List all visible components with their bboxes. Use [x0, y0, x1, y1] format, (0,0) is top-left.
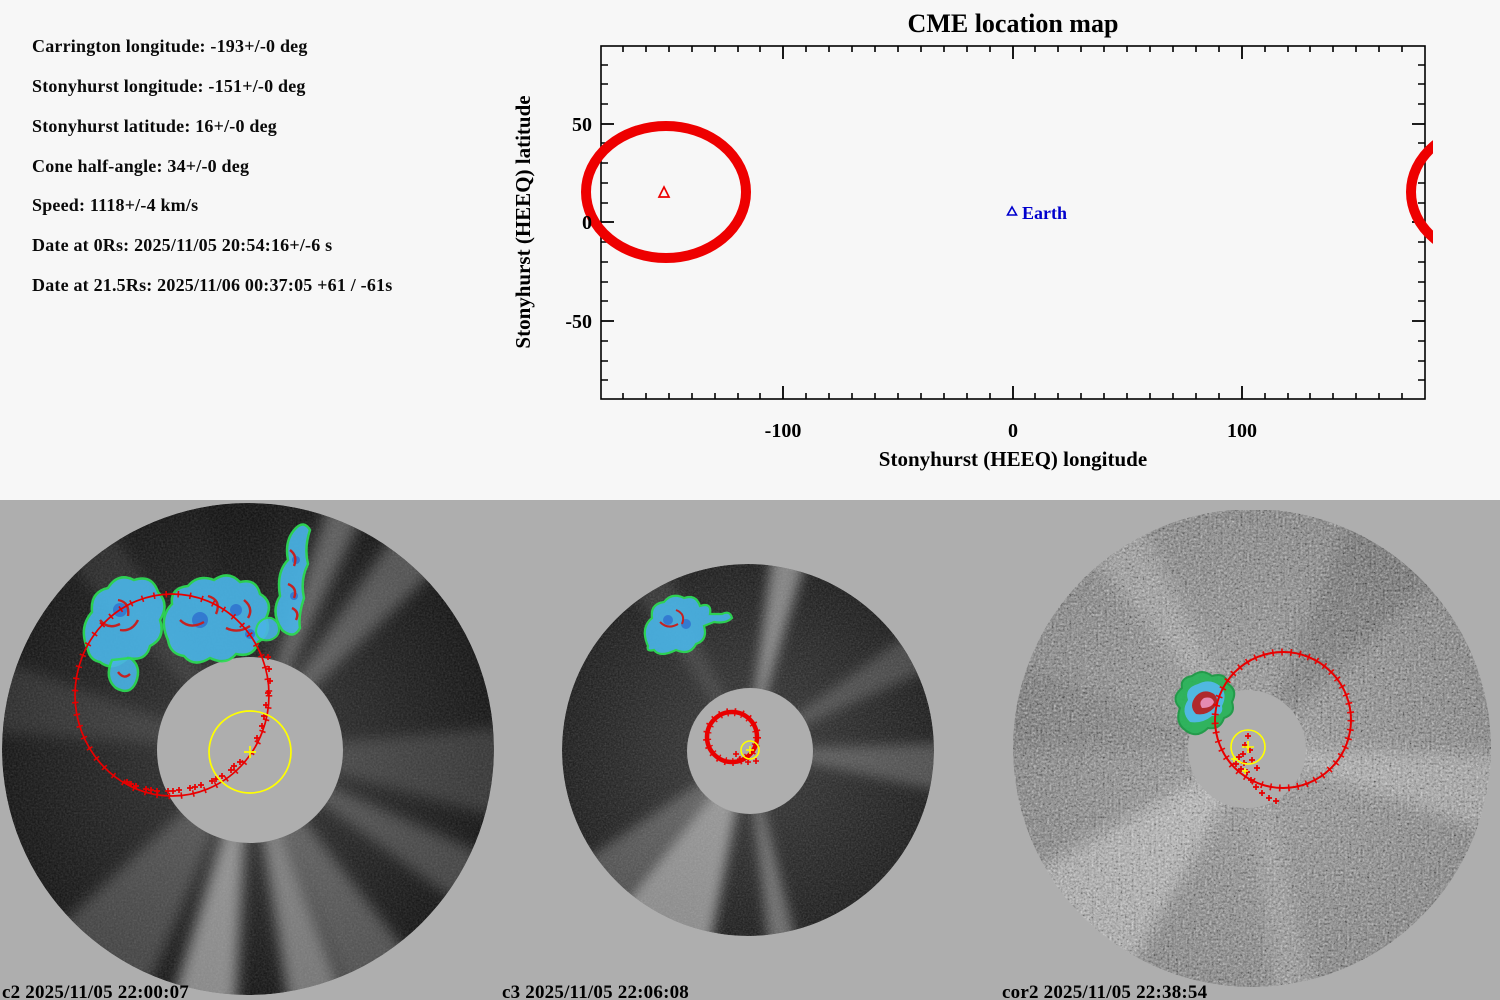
param-carrington-longitude: Carrington longitude: -193+/-0 deg: [32, 36, 308, 56]
c3-cone-projection: [703, 708, 761, 766]
cor2-coronagraph-image: [1013, 510, 1491, 987]
x-minor-ticks-top: [622, 46, 1403, 52]
c2-sun-indicator: [208, 710, 292, 794]
plot-frame: [600, 45, 1426, 400]
cme-cone-ellipse-wrapped: [1406, 140, 1433, 244]
c2-caption: c2 2025/11/05 22:00:07: [2, 982, 189, 1000]
param-stonyhurst-longitude: Stonyhurst longitude: -151+/-0 deg: [32, 76, 306, 96]
plot-title: CME location map: [908, 9, 1119, 38]
c3-sun-indicator: [740, 740, 760, 760]
x-tick-label-m100: -100: [765, 420, 802, 442]
x-minor-ticks-bottom: [622, 393, 1403, 399]
param-cone-half-angle: Cone half-angle: 34+/-0 deg: [32, 156, 250, 176]
param-date-0rs: Date at 0Rs: 2025/11/05 20:54:16+/-6 s: [32, 235, 333, 255]
c2-cone-projection: [71, 590, 273, 800]
coronagraph-panel: c2 2025/11/05 22:00:07 c3 2025/11/05 22:…: [0, 500, 1500, 1000]
cor2-cone-projection: [1211, 648, 1355, 804]
cme-location-map-plot: Earth CME location map Stonyhurst (HEEQ)…: [511, 9, 1433, 471]
x-axis-label: Stonyhurst (HEEQ) longitude: [879, 447, 1147, 471]
x-major-ticks: [782, 46, 1243, 399]
cme-cone-ellipse: [581, 121, 751, 263]
cor2-caption: cor2 2025/11/05 22:38:54: [1002, 982, 1208, 1000]
cme-parameters-block: Carrington longitude: -193+/-0 deg Stony…: [32, 0, 552, 320]
y-tick-label-0: 0: [582, 212, 592, 234]
param-date-21-5rs: Date at 21.5Rs: 2025/11/06 00:37:05 +61 …: [32, 275, 393, 295]
c2-cme-contours: [82, 523, 312, 693]
y-tick-label-m50: -50: [565, 311, 592, 333]
earth-label: Earth: [1022, 203, 1067, 223]
c3-caption: c3 2025/11/05 22:06:08: [502, 982, 689, 1000]
y-tick-label-50: 50: [572, 114, 592, 136]
x-tick-label-0: 0: [1008, 420, 1018, 442]
top-panel: Carrington longitude: -193+/-0 deg Stony…: [32, 0, 1433, 471]
param-stonyhurst-latitude: Stonyhurst latitude: 16+/-0 deg: [32, 116, 277, 136]
c3-cme-contours: [643, 594, 734, 656]
cme-center-marker: [657, 185, 671, 198]
earth-marker: [1006, 205, 1018, 216]
y-axis-label: Stonyhurst (HEEQ) latitude: [511, 95, 535, 348]
param-speed: Speed: 1118+/-4 km/s: [32, 195, 199, 215]
cor2-sun-indicator: [1230, 729, 1266, 774]
c3-coronagraph-image: [562, 564, 934, 936]
c2-coronagraph-image: [2, 503, 494, 995]
y-major-ticks: [601, 123, 1425, 322]
x-tick-label-100: 100: [1227, 420, 1257, 442]
